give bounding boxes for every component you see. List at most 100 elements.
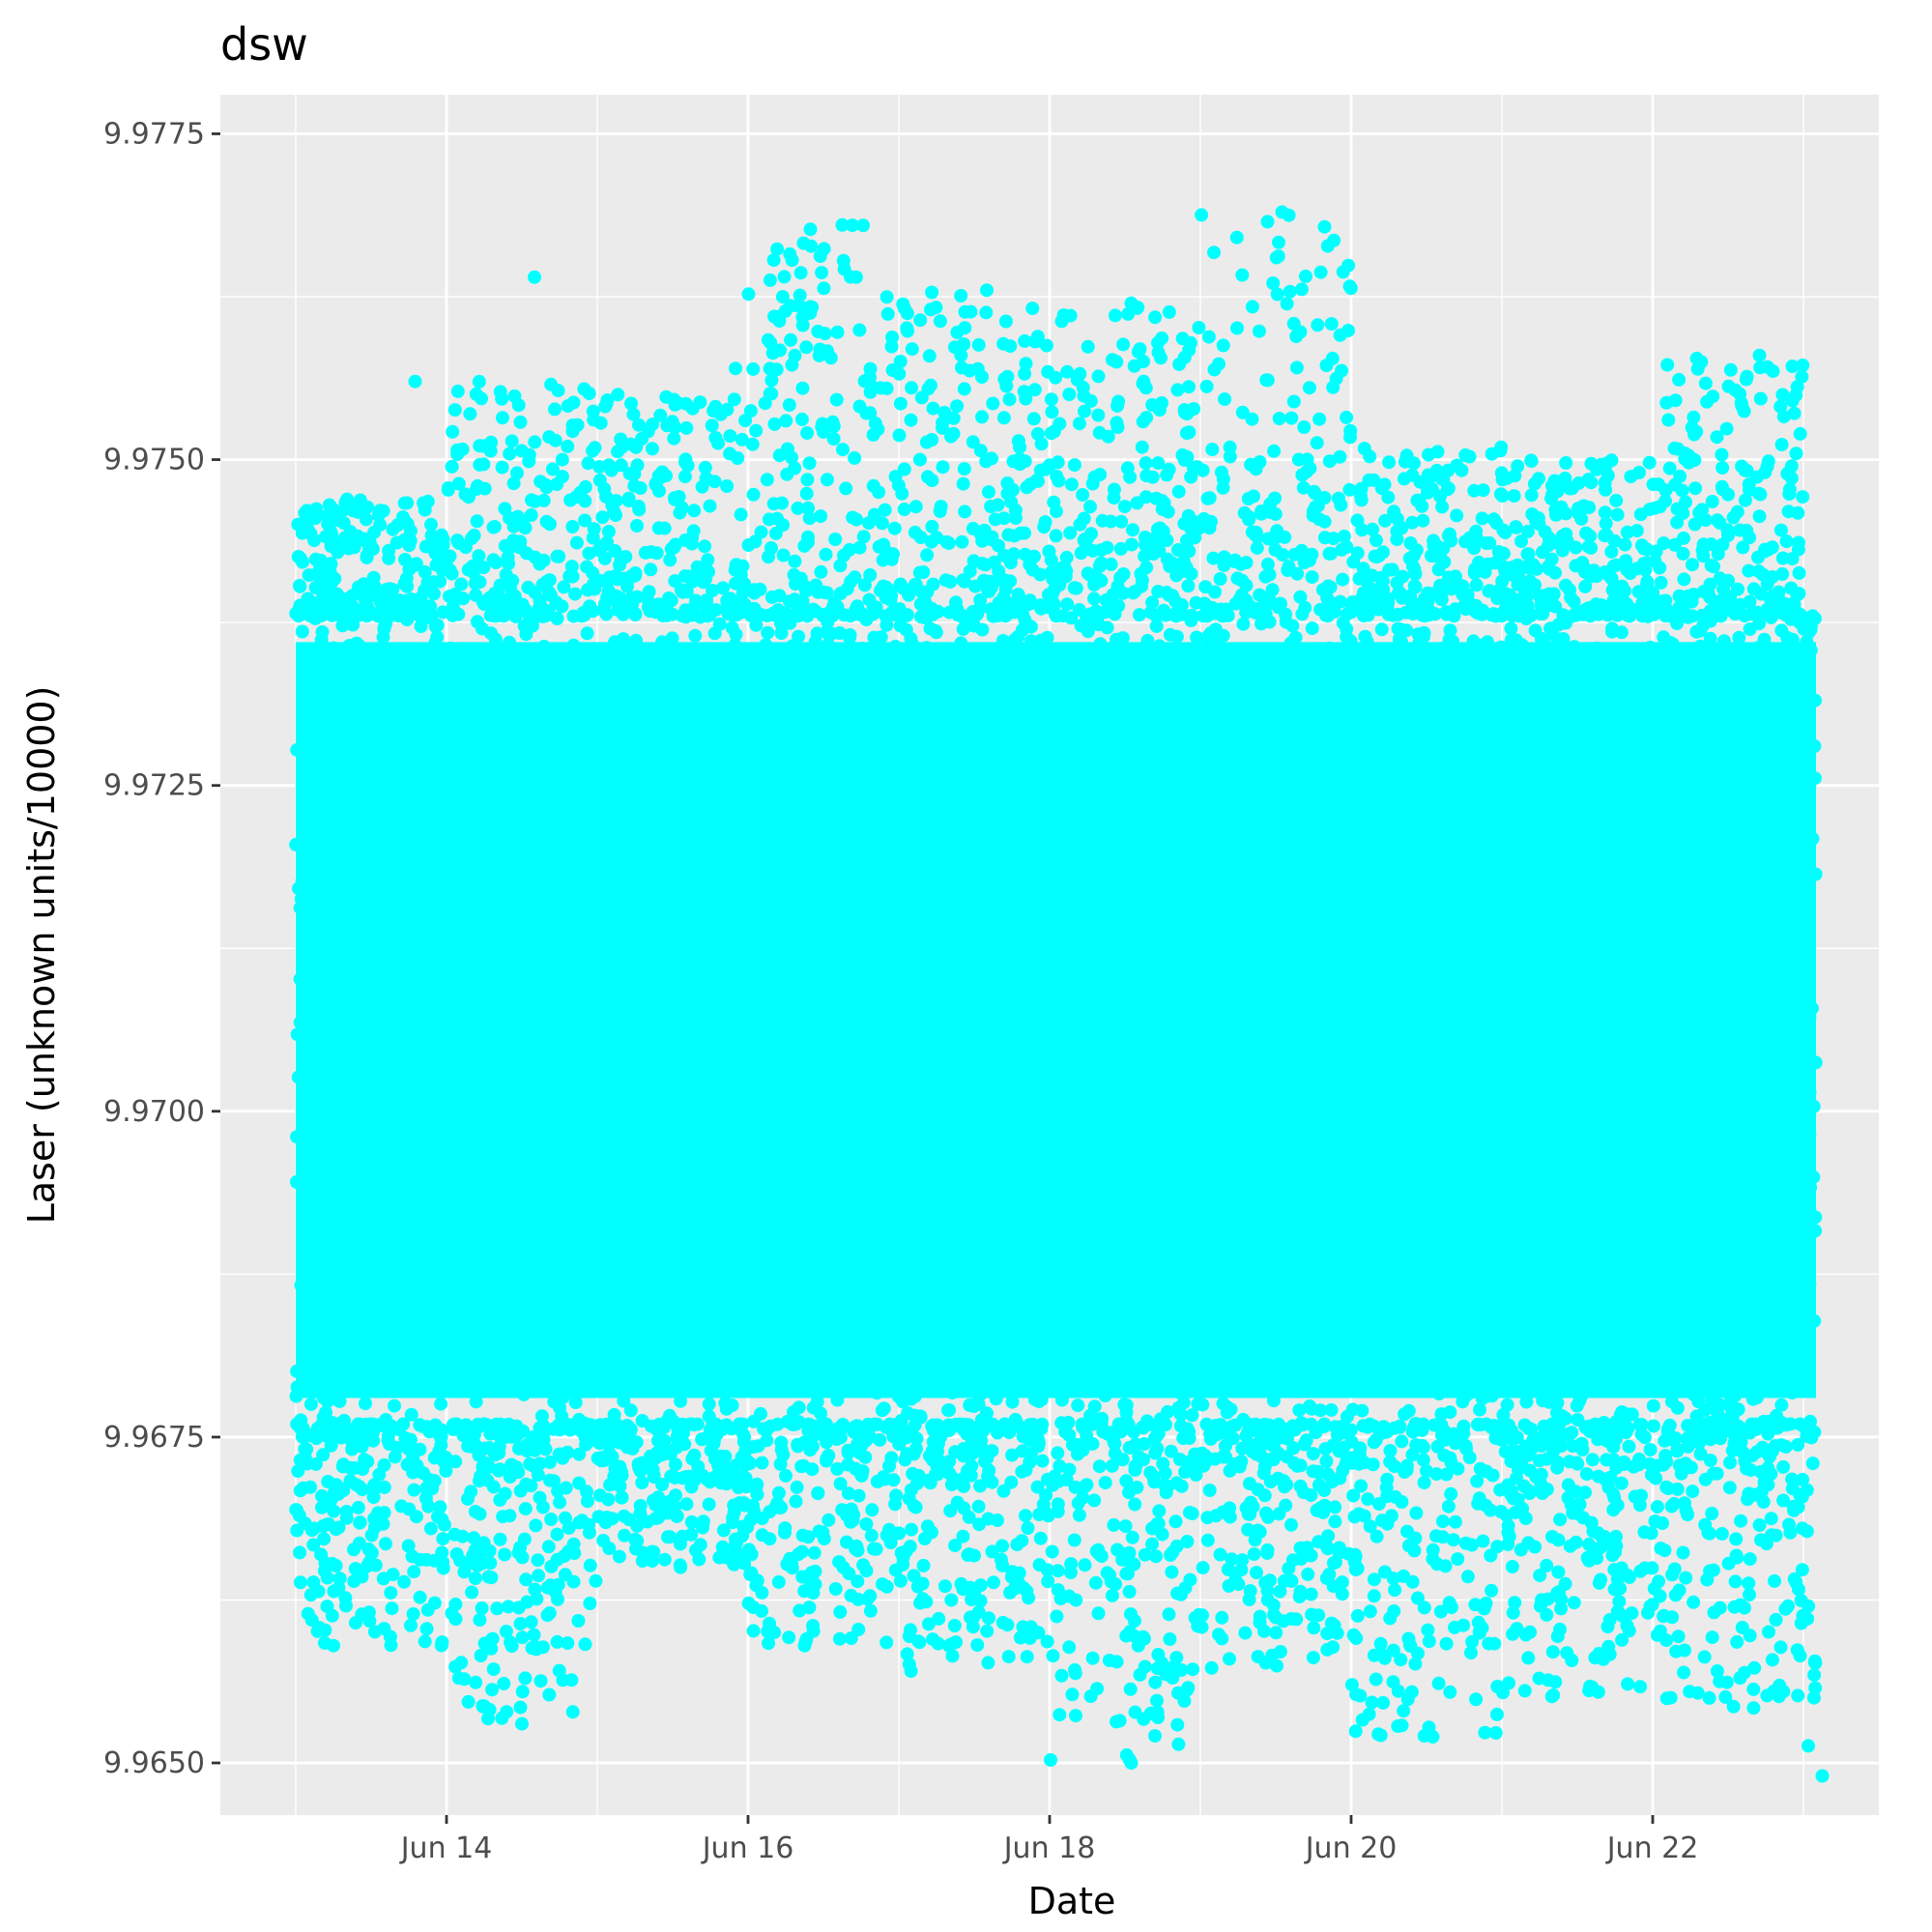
data-point (712, 979, 727, 993)
data-point (495, 689, 509, 704)
data-point (1343, 281, 1358, 296)
data-point (1629, 1278, 1643, 1292)
data-point (1121, 866, 1136, 880)
data-point (679, 420, 694, 435)
data-point (290, 1175, 303, 1189)
data-point (1618, 836, 1632, 851)
data-point (1496, 523, 1511, 537)
data-point (518, 1502, 533, 1516)
data-point (975, 410, 989, 424)
data-point (702, 703, 716, 717)
data-point (1484, 1117, 1498, 1132)
data-point (1620, 939, 1634, 954)
data-point (1540, 1014, 1554, 1028)
data-point (454, 1355, 469, 1370)
data-point (504, 1139, 518, 1153)
data-point (1283, 907, 1297, 921)
data-point (1528, 1540, 1543, 1554)
data-point (859, 1311, 874, 1325)
data-point (509, 1038, 523, 1052)
data-point (1170, 543, 1185, 557)
data-point (1716, 461, 1730, 475)
data-point (1608, 905, 1623, 919)
data-point (290, 1364, 304, 1378)
data-point (380, 824, 394, 839)
data-point (832, 1631, 847, 1646)
data-point (1796, 764, 1810, 778)
data-point (997, 372, 1012, 387)
data-point (328, 924, 342, 938)
data-point (1369, 1672, 1383, 1687)
data-point (498, 1150, 512, 1165)
data-point (1141, 983, 1156, 997)
data-point (487, 1322, 502, 1337)
data-point (1648, 735, 1662, 749)
data-point (1320, 1310, 1335, 1324)
data-point (1604, 997, 1619, 1012)
data-point (925, 1318, 938, 1333)
data-point (1762, 753, 1776, 767)
data-point (1613, 1087, 1628, 1102)
data-point (942, 1075, 957, 1089)
data-point (1760, 1002, 1774, 1017)
data-point (841, 1457, 855, 1472)
data-point (1366, 1457, 1380, 1472)
data-point (1641, 1038, 1656, 1053)
data-point (528, 435, 542, 449)
data-point (657, 1552, 672, 1567)
data-point (1335, 542, 1349, 557)
data-point (1502, 1220, 1516, 1234)
data-point (450, 447, 465, 461)
data-point (293, 1545, 307, 1560)
data-point (1611, 810, 1626, 824)
data-point (1507, 489, 1521, 504)
data-point (1574, 1270, 1589, 1284)
data-point (398, 999, 413, 1014)
data-point (1445, 1205, 1459, 1220)
data-point (685, 401, 700, 416)
data-point (863, 691, 878, 706)
data-point (1511, 666, 1525, 680)
data-point (1363, 1604, 1377, 1619)
data-point (1607, 1353, 1622, 1368)
data-point (1134, 1284, 1148, 1299)
data-point (516, 653, 531, 667)
data-point (1334, 963, 1348, 977)
data-point (844, 1215, 858, 1229)
data-point (527, 936, 541, 949)
data-point (1633, 916, 1648, 931)
data-point (521, 975, 535, 990)
data-point (1640, 1319, 1655, 1334)
data-point (1752, 509, 1767, 524)
data-point (1729, 1532, 1744, 1546)
data-point (1653, 769, 1667, 784)
data-point (1078, 1558, 1092, 1572)
data-point (632, 693, 647, 707)
data-point (1091, 408, 1106, 422)
data-point (1433, 1283, 1448, 1298)
data-point (1670, 1482, 1685, 1496)
data-point (760, 473, 774, 487)
data-point (379, 983, 393, 997)
data-point (1172, 1113, 1187, 1128)
data-point (787, 567, 801, 582)
data-point (631, 711, 646, 726)
data-point (1631, 803, 1646, 817)
data-point (851, 1488, 866, 1503)
data-point (550, 549, 564, 563)
data-point (646, 442, 659, 456)
data-point (1410, 1591, 1425, 1605)
data-point (735, 432, 749, 447)
data-point (1381, 490, 1396, 505)
data-point (1148, 1016, 1163, 1030)
data-point (870, 702, 884, 716)
data-point (1081, 1097, 1095, 1111)
data-point (341, 918, 356, 933)
data-point (859, 907, 874, 920)
data-point (698, 539, 712, 554)
data-point (833, 559, 848, 573)
data-point (1725, 1184, 1740, 1198)
data-point (1569, 1297, 1583, 1312)
data-point (1367, 473, 1381, 487)
data-point (404, 1407, 418, 1422)
